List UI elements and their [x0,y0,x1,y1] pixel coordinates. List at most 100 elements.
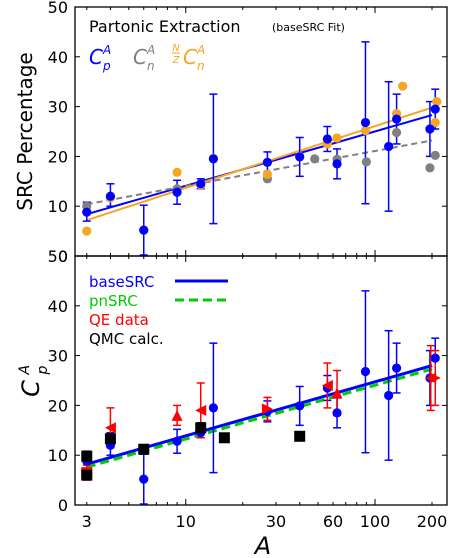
point-QMC [81,469,93,481]
legend-sup: A [146,43,155,57]
point-QMC [195,422,207,434]
point-Cp [332,159,342,169]
point-baseSRC [332,408,342,418]
ylabel-sub: p [35,366,51,376]
point-Cp [208,154,219,164]
point-Cn [391,127,402,138]
point-QMC [294,430,306,442]
point-NZCn [172,167,182,177]
y-tick-label: 30 [48,98,68,117]
legend-sup: A [102,43,111,57]
top-points [82,81,442,236]
point-Cp [105,191,116,201]
point-Cp [82,207,92,217]
legend-label: QE data [89,311,149,329]
point-baseSRC [384,390,394,401]
point-Cp [172,187,182,197]
point-Cp [425,124,435,134]
top-y-ticks: 0 10 20 30 40 50 [48,0,447,266]
x-tick-label: 3 [82,512,92,531]
point-baseSRC [360,366,371,377]
point-baseSRC [295,401,305,411]
point-baseSRC [391,363,402,373]
point-Cn [425,163,435,173]
y-tick-label: 10 [48,446,68,465]
x-tick-label: 10 [176,512,196,531]
point-QMC [138,443,150,455]
point-NZCn [430,117,440,128]
fit-line-Cn [86,139,433,206]
y-tick-label: 20 [48,147,68,166]
point-QE [261,403,273,415]
point-Cp [295,152,305,162]
bottom-panel: 0 10 20 30 40 50 3 10 30 60 100 200 baseSRCpnSRCQE… [17,247,448,558]
point-Cn [361,157,371,167]
x-tick-label: 100 [360,512,391,531]
legend-Cp: C Ap [89,43,111,73]
point-NZCn [360,125,371,136]
point-Cn [430,150,440,161]
legend-NZCn: NZ C An [172,43,206,73]
point-QE [104,422,116,434]
bottom-y-ticks: 0 10 20 30 40 50 [48,247,447,515]
point-Cp [262,157,272,167]
top-title-note: (baseSRC Fit) [272,21,345,34]
legend-sup: A [196,43,205,57]
top-fit-lines [86,106,433,222]
point-baseSRC [172,436,182,446]
point-NZCn [262,169,272,179]
point-QMC [81,450,93,462]
legend-frac-den: Z [172,55,181,66]
point-Cp [139,225,149,235]
bottom-points [81,353,441,484]
point-Cp [430,104,440,114]
point-QMC [218,432,230,444]
point-NZCn [398,81,408,91]
ylabel-sup: A [17,365,33,376]
x-tick-label: 30 [266,512,286,531]
point-QE [331,387,343,399]
y-tick-label: 40 [48,48,68,67]
legend-label: QMC calc. [89,330,164,348]
bottom-plot-frame [74,255,448,506]
legend-sub: p [102,59,111,73]
point-Cp [391,114,402,124]
point-Cp [360,117,371,128]
y-tick-label: 20 [48,396,68,415]
bottom-x-ticks: 3 10 30 60 100 200 [82,256,448,531]
legend-frac-num: N [172,43,180,54]
point-QMC [104,433,116,445]
legend-base: C [133,45,147,69]
point-Cp [384,141,394,152]
legend-base: C [183,45,197,69]
point-NZCn [332,133,342,143]
point-QE [171,409,183,421]
point-baseSRC [430,353,440,363]
legend-sub: n [147,59,155,73]
bottom-y-axis-label: CA p [17,365,51,397]
y-tick-label: 50 [48,0,68,17]
y-tick-label: 10 [48,197,68,216]
point-NZCn [432,97,442,107]
legend-base: C [89,45,103,69]
point-QE [321,379,333,391]
fit-line-NZCn [86,106,433,222]
legend-label: pnSRC [89,292,138,310]
legend-sub: n [197,59,205,73]
point-baseSRC [139,474,149,484]
point-QE [195,404,207,416]
legend-label: baseSRC [89,273,154,291]
y-tick-label: 0 [58,496,68,515]
point-NZCn [82,226,92,236]
y-tick-label: 0 [58,247,68,266]
point-QE [429,372,441,384]
bottom-x-axis-label: A [253,532,271,558]
top-panel: 0 10 20 30 40 50 SRC Percentage Partonic Extr… [13,0,448,266]
top-y-axis-label: SRC Percentage [13,52,37,210]
point-baseSRC [208,403,219,413]
y-tick-label: 30 [48,347,68,366]
x-tick-label: 200 [417,512,448,531]
